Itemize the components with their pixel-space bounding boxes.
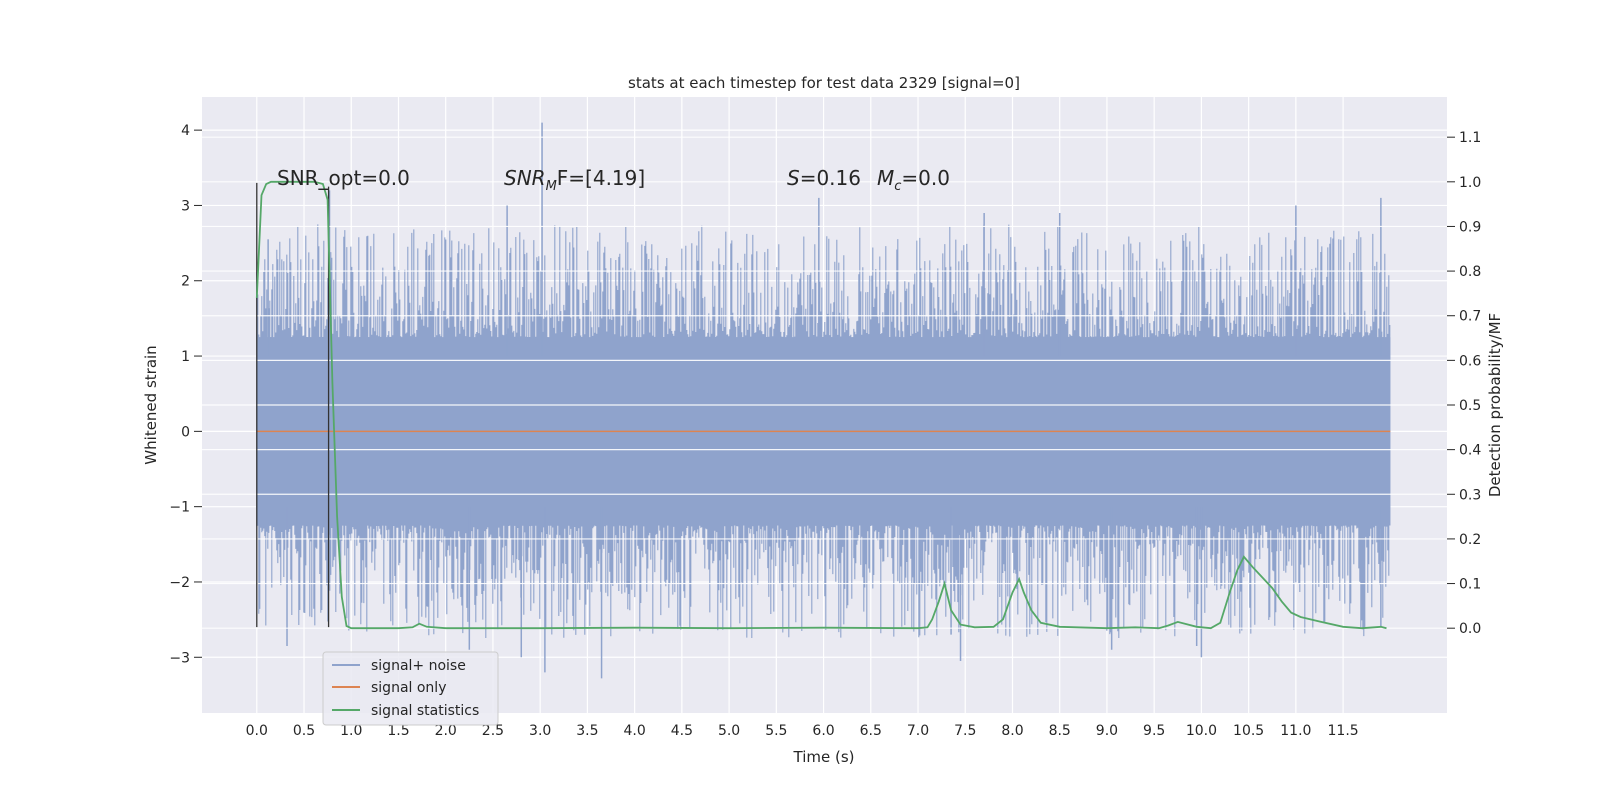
y-right-tick-label: 0.4	[1459, 443, 1481, 459]
snr-mf-main: SNR	[504, 166, 546, 190]
x-tick-label: 9.5	[1143, 723, 1165, 739]
y-right-tick-label: 0.7	[1459, 309, 1481, 325]
s-mc-annotation: S=0.16 Mc=0.0	[787, 166, 950, 194]
y-right-axis-label: Detection probability/MF	[1486, 313, 1504, 497]
x-tick-label: 3.0	[529, 723, 551, 739]
x-tick-label: 11.5	[1328, 723, 1359, 739]
y-left-tick-label: 1	[181, 349, 190, 365]
x-tick-label: 0.0	[246, 723, 268, 739]
x-tick-label: 2.5	[482, 723, 504, 739]
y-right-tick-label: 0.5	[1459, 398, 1481, 414]
x-tick-label: 1.0	[340, 723, 362, 739]
y-left-tick-label: 2	[181, 274, 190, 290]
x-tick-label: 6.0	[812, 723, 834, 739]
y-right-tick-label: 0.9	[1459, 219, 1481, 235]
snr-mf-sub: M	[546, 179, 557, 194]
y-left-tick-label: 3	[181, 198, 190, 214]
legend-box	[322, 651, 499, 726]
y-right-tick-label: 0.0	[1459, 621, 1481, 637]
x-axis-ticks: 0.0 0.5 1.0 1.5 2.0 2.5 3.0 3.5 4.0 4.5 5.0 5.5 6.0 6…	[246, 723, 1359, 739]
y-left-tick-label: −1	[169, 500, 190, 516]
y-left-tick-label: −3	[169, 650, 190, 666]
x-tick-label: 8.0	[1001, 723, 1023, 739]
mc-sub: c	[894, 179, 901, 194]
x-tick-label: 6.5	[860, 723, 882, 739]
s-symbol: S	[787, 166, 800, 190]
x-axis-label: Time (s)	[793, 748, 855, 766]
y-right-tick-label: 0.3	[1459, 487, 1481, 503]
y-left-tick-label: 0	[181, 424, 190, 440]
legend-label-signal-noise: signal+ noise	[371, 658, 466, 674]
y-right-tick-label: 0.1	[1459, 577, 1481, 593]
x-tick-label: 2.0	[435, 723, 457, 739]
s-value: =0.16	[800, 166, 861, 190]
legend-label-signal-only: signal only	[371, 680, 446, 696]
mc-symbol: M	[877, 166, 894, 190]
x-tick-label: 8.5	[1049, 723, 1071, 739]
y-right-tick-label: 0.6	[1459, 353, 1481, 369]
snr-opt-annotation: SNR_opt=0.0	[277, 166, 410, 190]
x-tick-label: 7.0	[907, 723, 929, 739]
y-left-axis-label: Whitened strain	[142, 345, 160, 464]
legend: signal+ noise signal only signal statist…	[322, 651, 499, 726]
x-tick-label: 4.5	[671, 723, 693, 739]
x-tick-label: 0.5	[293, 723, 315, 739]
y-right-tick-label: 1.0	[1459, 175, 1481, 191]
x-tick-label: 9.0	[1096, 723, 1118, 739]
x-tick-label: 7.5	[954, 723, 976, 739]
y-right-tick-label: 1.1	[1459, 130, 1481, 146]
x-tick-label: 4.0	[623, 723, 645, 739]
mc-value: =0.0	[901, 166, 950, 190]
chart-title: stats at each timestep for test data 232…	[628, 74, 1020, 92]
y-right-tick-label: 0.2	[1459, 532, 1481, 548]
x-tick-label: 10.5	[1233, 723, 1264, 739]
y-left-axis-ticks: −3 −2 −1 0 1 2 3 4	[169, 123, 202, 666]
x-tick-label: 10.0	[1186, 723, 1217, 739]
y-left-tick-label: −2	[169, 575, 190, 591]
x-tick-label: 5.0	[718, 723, 740, 739]
legend-label-signal-statistics: signal statistics	[371, 703, 479, 719]
snr-mf-rest: F=[4.19]	[557, 166, 645, 190]
y-right-axis-ticks: 0.0 0.1 0.2 0.3 0.4 0.5 0.6 0.7 0.8 0.9 1.0 1.1	[1447, 130, 1481, 637]
x-tick-label: 1.5	[387, 723, 409, 739]
x-tick-label: 5.5	[765, 723, 787, 739]
x-tick-label: 11.0	[1280, 723, 1311, 739]
y-left-tick-label: 4	[181, 123, 190, 139]
x-tick-label: 3.5	[576, 723, 598, 739]
signal-statistics-line	[255, 180, 1387, 630]
y-right-tick-label: 0.8	[1459, 264, 1481, 280]
snr-mf-annotation: SNRMF=[4.19]	[504, 166, 645, 194]
